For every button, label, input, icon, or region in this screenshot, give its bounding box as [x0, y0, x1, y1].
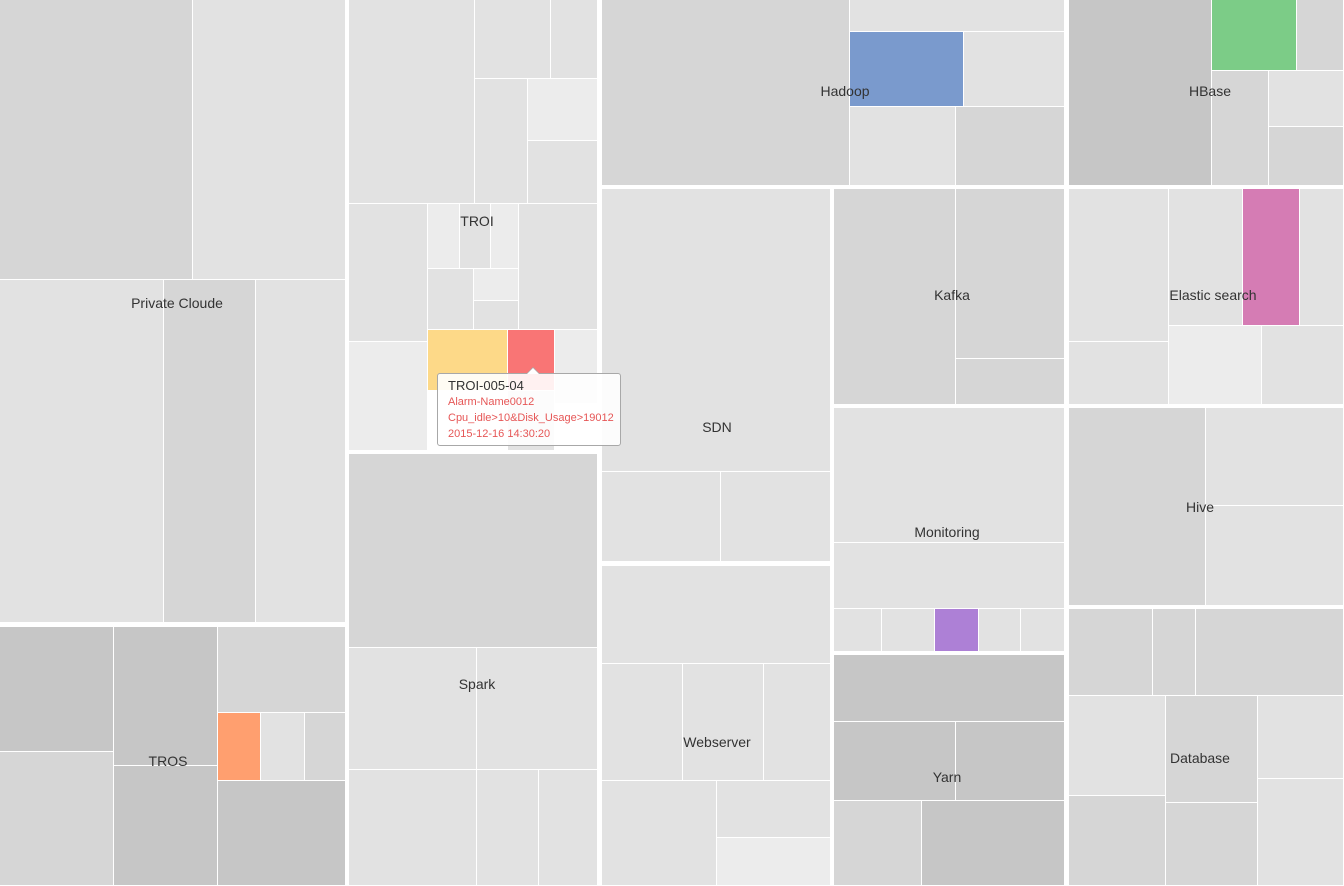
tooltip-title: TROI-005-04: [448, 378, 524, 393]
node-cell-hbase[interactable]: [1269, 71, 1344, 127]
node-cell-private-cloude[interactable]: [164, 280, 256, 623]
alarm-cell-monitoring[interactable]: [935, 609, 979, 652]
node-cell-database[interactable]: [1166, 696, 1258, 803]
node-cell-tros[interactable]: [218, 781, 346, 886]
node-cell-tros[interactable]: [261, 713, 305, 781]
node-cell-tros[interactable]: [0, 627, 114, 752]
node-cell-troi[interactable]: [474, 301, 519, 330]
node-cell-troi[interactable]: [349, 204, 428, 342]
node-cell-sdn[interactable]: [602, 189, 831, 472]
node-cell-troi[interactable]: [349, 342, 428, 451]
node-cell-troi[interactable]: [460, 204, 491, 269]
node-cell-webserver[interactable]: [717, 838, 831, 886]
node-cell-yarn[interactable]: [956, 722, 1065, 801]
node-cell-tros[interactable]: [218, 627, 346, 713]
node-cell-monitoring[interactable]: [1021, 609, 1065, 652]
node-cell-troi[interactable]: [528, 141, 598, 204]
node-cell-yarn[interactable]: [834, 722, 956, 801]
alarm-cell-tros[interactable]: [218, 713, 261, 781]
node-cell-monitoring[interactable]: [834, 609, 882, 652]
node-cell-monitoring[interactable]: [979, 609, 1021, 652]
node-cell-hbase[interactable]: [1212, 71, 1269, 186]
node-cell-yarn[interactable]: [834, 655, 1065, 722]
tooltip-alarm-name: Alarm-Name0012: [448, 396, 535, 408]
node-cell-troi[interactable]: [519, 204, 598, 330]
node-cell-hbase[interactable]: [1269, 127, 1344, 186]
tooltip-arrow-icon: [526, 367, 540, 374]
node-cell-spark[interactable]: [477, 770, 539, 886]
alarm-cell-hbase[interactable]: [1212, 0, 1297, 71]
tooltip-timestamp: 2015-12-16 14:30:20: [448, 428, 551, 440]
node-cell-private-cloude[interactable]: [0, 280, 164, 623]
node-cell-database[interactable]: [1153, 609, 1196, 696]
node-cell-troi[interactable]: [475, 79, 528, 204]
node-cell-private-cloude[interactable]: [0, 0, 193, 280]
node-cell-troi[interactable]: [474, 269, 519, 301]
node-cell-database[interactable]: [1196, 609, 1344, 696]
node-cell-spark[interactable]: [349, 454, 598, 648]
node-cell-monitoring[interactable]: [834, 408, 1065, 543]
node-cell-tros[interactable]: [114, 627, 218, 766]
node-cell-database[interactable]: [1166, 803, 1258, 886]
node-cell-hadoop[interactable]: [850, 107, 956, 186]
node-cell-database[interactable]: [1258, 696, 1344, 779]
node-cell-spark[interactable]: [477, 648, 598, 770]
node-cell-elastic-search[interactable]: [1262, 326, 1344, 405]
node-cell-database[interactable]: [1258, 779, 1344, 886]
node-cell-spark[interactable]: [349, 648, 477, 770]
node-cell-hive[interactable]: [1206, 408, 1344, 506]
alarm-tooltip: TROI-005-04 Alarm-Name0012 Cpu_idle>10&D…: [437, 367, 621, 446]
node-cell-kafka[interactable]: [834, 189, 956, 405]
node-cell-elastic-search[interactable]: [1300, 189, 1344, 326]
node-cell-hadoop[interactable]: [964, 32, 1065, 107]
node-cell-private-cloude[interactable]: [256, 280, 346, 623]
node-cell-yarn[interactable]: [922, 801, 1065, 886]
node-cell-troi[interactable]: [528, 79, 598, 141]
node-cell-database[interactable]: [1069, 696, 1166, 796]
node-cell-hbase[interactable]: [1297, 0, 1344, 71]
tooltip-condition: Cpu_idle>10&Disk_Usage>19012: [448, 412, 614, 424]
node-cell-tros[interactable]: [0, 752, 114, 886]
alarm-cell-elastic-search[interactable]: [1243, 189, 1300, 326]
node-cell-kafka[interactable]: [956, 189, 1065, 359]
node-cell-webserver[interactable]: [717, 781, 831, 838]
node-cell-elastic-search[interactable]: [1069, 189, 1169, 342]
node-cell-database[interactable]: [1069, 796, 1166, 886]
node-cell-troi[interactable]: [428, 269, 474, 330]
node-cell-sdn[interactable]: [721, 472, 831, 562]
node-cell-yarn[interactable]: [834, 801, 922, 886]
node-cell-sdn[interactable]: [602, 472, 721, 562]
node-cell-database[interactable]: [1069, 609, 1153, 696]
node-cell-hbase[interactable]: [1069, 0, 1212, 186]
node-cell-tros[interactable]: [305, 713, 346, 781]
node-cell-webserver[interactable]: [764, 664, 831, 781]
node-cell-troi[interactable]: [349, 0, 475, 204]
node-cell-webserver[interactable]: [602, 781, 717, 886]
node-cell-webserver[interactable]: [683, 664, 764, 781]
node-cell-monitoring[interactable]: [882, 609, 935, 652]
node-cell-troi[interactable]: [428, 204, 460, 269]
node-cell-spark[interactable]: [539, 770, 598, 886]
node-cell-webserver[interactable]: [602, 664, 683, 781]
node-cell-troi[interactable]: [491, 204, 519, 269]
node-cell-elastic-search[interactable]: [1169, 326, 1262, 405]
node-cell-hadoop[interactable]: [956, 107, 1065, 186]
node-cell-spark[interactable]: [349, 770, 477, 886]
node-cell-hadoop[interactable]: [602, 0, 850, 186]
node-cell-private-cloude[interactable]: [193, 0, 346, 280]
node-cell-troi[interactable]: [475, 0, 551, 79]
node-cell-elastic-search[interactable]: [1069, 342, 1169, 405]
alarm-cell-hadoop[interactable]: [850, 32, 964, 107]
node-cell-hive[interactable]: [1206, 506, 1344, 606]
node-cell-hadoop[interactable]: [850, 0, 1065, 32]
node-cell-monitoring[interactable]: [834, 543, 1065, 609]
node-cell-hive[interactable]: [1069, 408, 1206, 606]
node-cell-elastic-search[interactable]: [1169, 189, 1243, 326]
node-cell-tros[interactable]: [114, 766, 218, 886]
node-cell-webserver[interactable]: [602, 566, 831, 664]
node-cell-troi[interactable]: [551, 0, 598, 79]
node-cell-kafka[interactable]: [956, 359, 1065, 405]
